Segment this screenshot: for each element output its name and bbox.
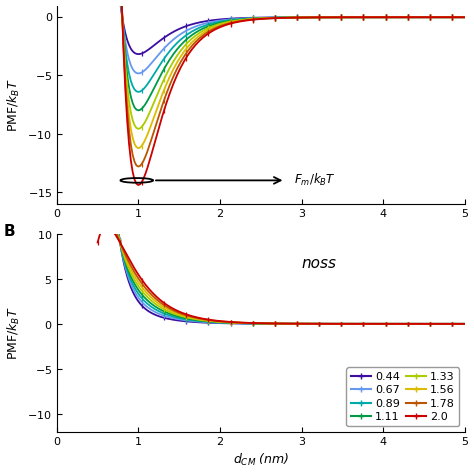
Text: $F_m/k_BT$: $F_m/k_BT$ bbox=[293, 173, 335, 189]
Y-axis label: PMF/$k_B T$: PMF/$k_B T$ bbox=[6, 306, 22, 360]
Y-axis label: PMF/$k_B T$: PMF/$k_B T$ bbox=[6, 78, 22, 131]
Text: noss: noss bbox=[301, 256, 337, 271]
Legend: 0.44, 0.67, 0.89, 1.11, 1.33, 1.56, 1.78, 2.0: 0.44, 0.67, 0.89, 1.11, 1.33, 1.56, 1.78… bbox=[346, 367, 459, 427]
Text: B: B bbox=[4, 224, 15, 239]
X-axis label: $d_{CM}$ (nm): $d_{CM}$ (nm) bbox=[233, 452, 289, 468]
